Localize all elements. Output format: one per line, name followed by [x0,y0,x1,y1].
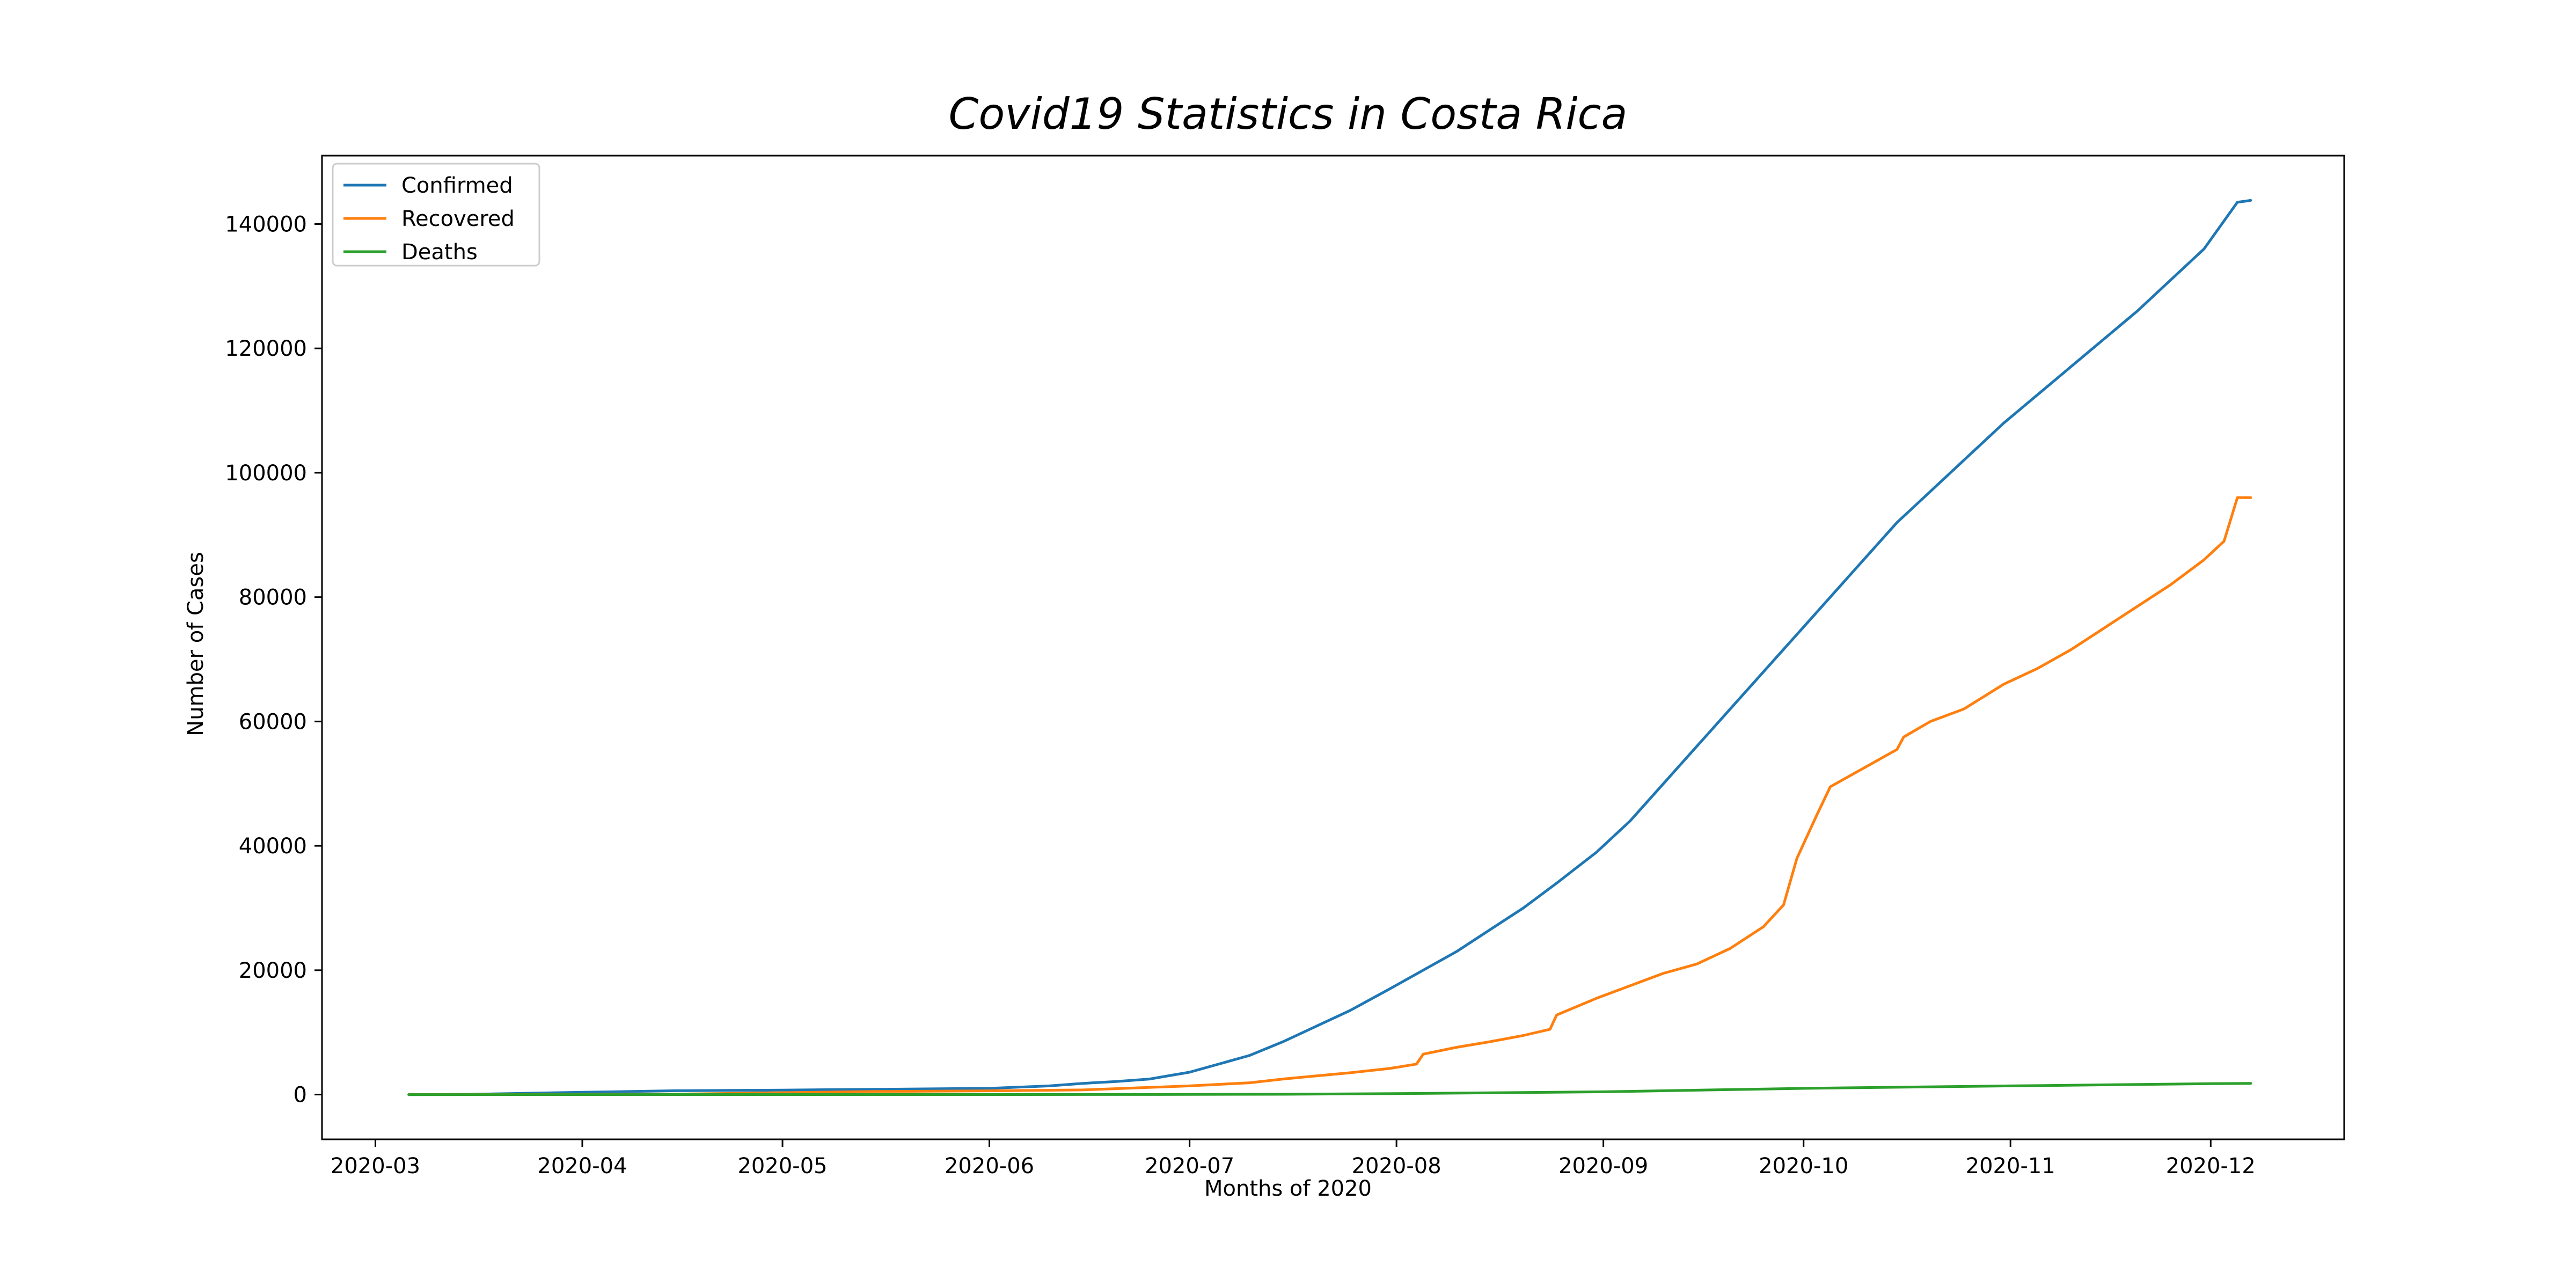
y-axis-label: Number of Cases [184,552,208,736]
y-tick-label: 120000 [225,336,307,361]
series-line-deaths [407,1082,2252,1096]
series-line-confirmed [407,199,2252,1096]
y-tick-label: 0 [294,1083,307,1108]
x-tick-label: 2020-06 [945,1154,1034,1179]
axes-frame [321,155,2345,1140]
legend-label-recovered: Recovered [401,207,515,231]
x-tick-label: 2020-12 [2166,1154,2256,1179]
legend: Confirmed Recovered Deaths [332,163,540,267]
x-tick-label: 2020-11 [1966,1154,2055,1179]
x-tick-label: 2020-10 [1759,1154,1848,1179]
y-tick-label: 40000 [239,834,307,859]
x-tick-label: 2020-09 [1558,1154,1648,1179]
legend-label-confirmed: Confirmed [401,173,513,198]
series-line-recovered [407,496,2252,1096]
x-tick-label: 2020-05 [737,1154,827,1179]
legend-box [332,163,540,267]
y-tick-label: 20000 [239,958,307,983]
plot-area: 2020-03 2020-04 2020-05 2020-06 2020-07 2020-… [225,155,2345,1179]
chart-title: Covid19 Statistics in Costa Rica [949,89,1628,139]
y-tick-label: 80000 [239,586,307,610]
y-tick-label: 100000 [225,461,307,486]
x-axis-label: Months of 2020 [1204,1176,1372,1201]
y-tick-label: 140000 [225,212,307,237]
legend-label-deaths: Deaths [401,240,478,265]
x-tick-label: 2020-03 [331,1154,420,1179]
x-tick-label: 2020-04 [537,1154,627,1179]
y-tick-label: 60000 [239,709,307,734]
x-tick-label: 2020-07 [1145,1154,1234,1179]
x-tick-label: 2020-08 [1352,1154,1441,1179]
